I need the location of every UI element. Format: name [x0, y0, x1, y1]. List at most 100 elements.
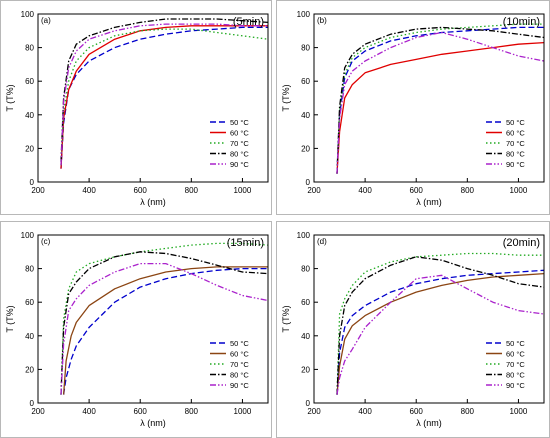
series-group	[336, 252, 544, 395]
y-axis-label: T (T%)	[281, 305, 291, 332]
series-line-90c	[60, 23, 268, 166]
panel-label: (c)	[41, 237, 51, 246]
series-line-70c	[336, 252, 544, 395]
legend-label: 80 °C	[230, 371, 249, 380]
panel-annotation: (5min)	[233, 16, 264, 28]
y-tick-label: 20	[301, 144, 310, 153]
series-line-90c	[336, 31, 544, 174]
y-tick-label: 0	[306, 399, 311, 408]
legend-label: 80 °C	[230, 150, 249, 159]
panel-label: (a)	[41, 16, 51, 25]
legend-label: 70 °C	[230, 360, 249, 369]
x-axis-label: λ (nm)	[140, 197, 166, 207]
chart-panel-3: 200 400 600 800 1000 0 20 40 60 80 100 λ (nm) T (T%)…	[0, 221, 272, 438]
legend-label: 60 °C	[506, 350, 525, 359]
legend-label: 60 °C	[230, 350, 249, 359]
series-line-70c	[60, 28, 268, 166]
series-line-80c	[336, 256, 544, 395]
x-axis-label: λ (nm)	[140, 418, 166, 428]
legend: 50 °C 60 °C70 °C 80 °C90 °C	[486, 118, 525, 169]
legend-label: 90 °C	[506, 160, 525, 169]
legend-label: 70 °C	[230, 139, 249, 148]
series-line-50c	[62, 267, 268, 395]
x-tick-label: 200	[31, 186, 45, 195]
series-line-90c	[60, 262, 268, 395]
panel-border	[0, 221, 272, 438]
y-tick-label: 80	[25, 265, 34, 274]
x-axis-label: λ (nm)	[416, 197, 442, 207]
legend-label: 60 °C	[506, 129, 525, 138]
plot-frame	[37, 234, 269, 404]
panel-annotation: (20min)	[503, 237, 540, 249]
x-tick-label: 1000	[510, 407, 528, 416]
series-line-80c	[336, 26, 544, 174]
y-tick-label: 60	[25, 77, 34, 86]
x-tick-label: 800	[461, 407, 475, 416]
x-tick-label: 800	[185, 186, 199, 195]
x-tick-label: 1000	[510, 186, 528, 195]
series-line-70c	[336, 23, 544, 174]
y-tick-label: 0	[30, 178, 35, 187]
x-tick-label: 600	[134, 186, 148, 195]
y-tick-label: 0	[30, 399, 35, 408]
legend: 50 °C 60 °C70 °C 80 °C90 °C	[210, 118, 249, 169]
x-tick-label: 200	[307, 407, 321, 416]
series-group	[60, 18, 268, 169]
x-tick-label: 200	[307, 186, 321, 195]
legend-label: 70 °C	[506, 360, 525, 369]
chart-panel-2: 200 400 600 800 1000 0 20 40 60 80 100 λ (nm) T (T%)…	[276, 0, 550, 215]
x-tick-label: 1000	[234, 407, 252, 416]
series-line-50c	[336, 269, 544, 395]
y-axis-label: T (T%)	[5, 84, 15, 111]
legend-label: 50 °C	[506, 118, 525, 127]
x-tick-label: 800	[461, 186, 475, 195]
series-group	[60, 242, 268, 395]
legend-label: 70 °C	[506, 139, 525, 148]
series-line-60c	[336, 41, 544, 174]
panel-border	[0, 0, 272, 215]
x-tick-label: 400	[358, 407, 372, 416]
chart-panel-1: 200 400 600 800 1000 0 20 40 60 80 100 λ (nm) T (T%)…	[0, 0, 272, 215]
x-tick-label: 400	[82, 407, 96, 416]
x-axis-label: λ (nm)	[416, 418, 442, 428]
y-tick-label: 40	[25, 111, 34, 120]
y-tick-label: 100	[21, 231, 35, 240]
legend-label: 80 °C	[506, 371, 525, 380]
series-line-70c	[60, 242, 268, 395]
series-line-60c	[62, 266, 268, 395]
legend: 50 °C 60 °C70 °C 80 °C90 °C	[486, 339, 525, 390]
series-line-80c	[60, 18, 268, 162]
legend-label: 50 °C	[506, 339, 525, 348]
series-line-60c	[336, 272, 544, 395]
x-tick-label: 800	[185, 407, 199, 416]
plot-frame	[37, 13, 269, 183]
y-tick-label: 40	[25, 332, 34, 341]
y-tick-label: 60	[301, 77, 310, 86]
y-tick-label: 60	[301, 298, 310, 307]
series-line-90c	[336, 274, 544, 395]
y-axis-label: T (T%)	[5, 305, 15, 332]
legend-label: 90 °C	[230, 160, 249, 169]
series-line-50c	[336, 26, 544, 174]
panel-annotation: (15min)	[227, 237, 264, 249]
y-tick-label: 20	[25, 144, 34, 153]
legend-label: 80 °C	[506, 150, 525, 159]
legend: 50 °C 60 °C70 °C 80 °C90 °C	[210, 339, 249, 390]
y-tick-label: 40	[301, 332, 310, 341]
y-tick-label: 80	[301, 44, 310, 53]
series-group	[336, 23, 544, 174]
y-tick-label: 80	[25, 44, 34, 53]
y-tick-label: 20	[301, 365, 310, 374]
x-tick-label: 400	[358, 186, 372, 195]
y-tick-label: 80	[301, 265, 310, 274]
x-tick-label: 600	[410, 407, 424, 416]
x-tick-label: 1000	[234, 186, 252, 195]
legend-label: 90 °C	[230, 381, 249, 390]
y-tick-label: 20	[25, 365, 34, 374]
y-tick-label: 60	[25, 298, 34, 307]
x-tick-label: 200	[31, 407, 45, 416]
panel-label: (d)	[317, 237, 327, 246]
y-tick-label: 100	[21, 10, 35, 19]
legend-label: 50 °C	[230, 339, 249, 348]
y-tick-label: 100	[297, 10, 311, 19]
